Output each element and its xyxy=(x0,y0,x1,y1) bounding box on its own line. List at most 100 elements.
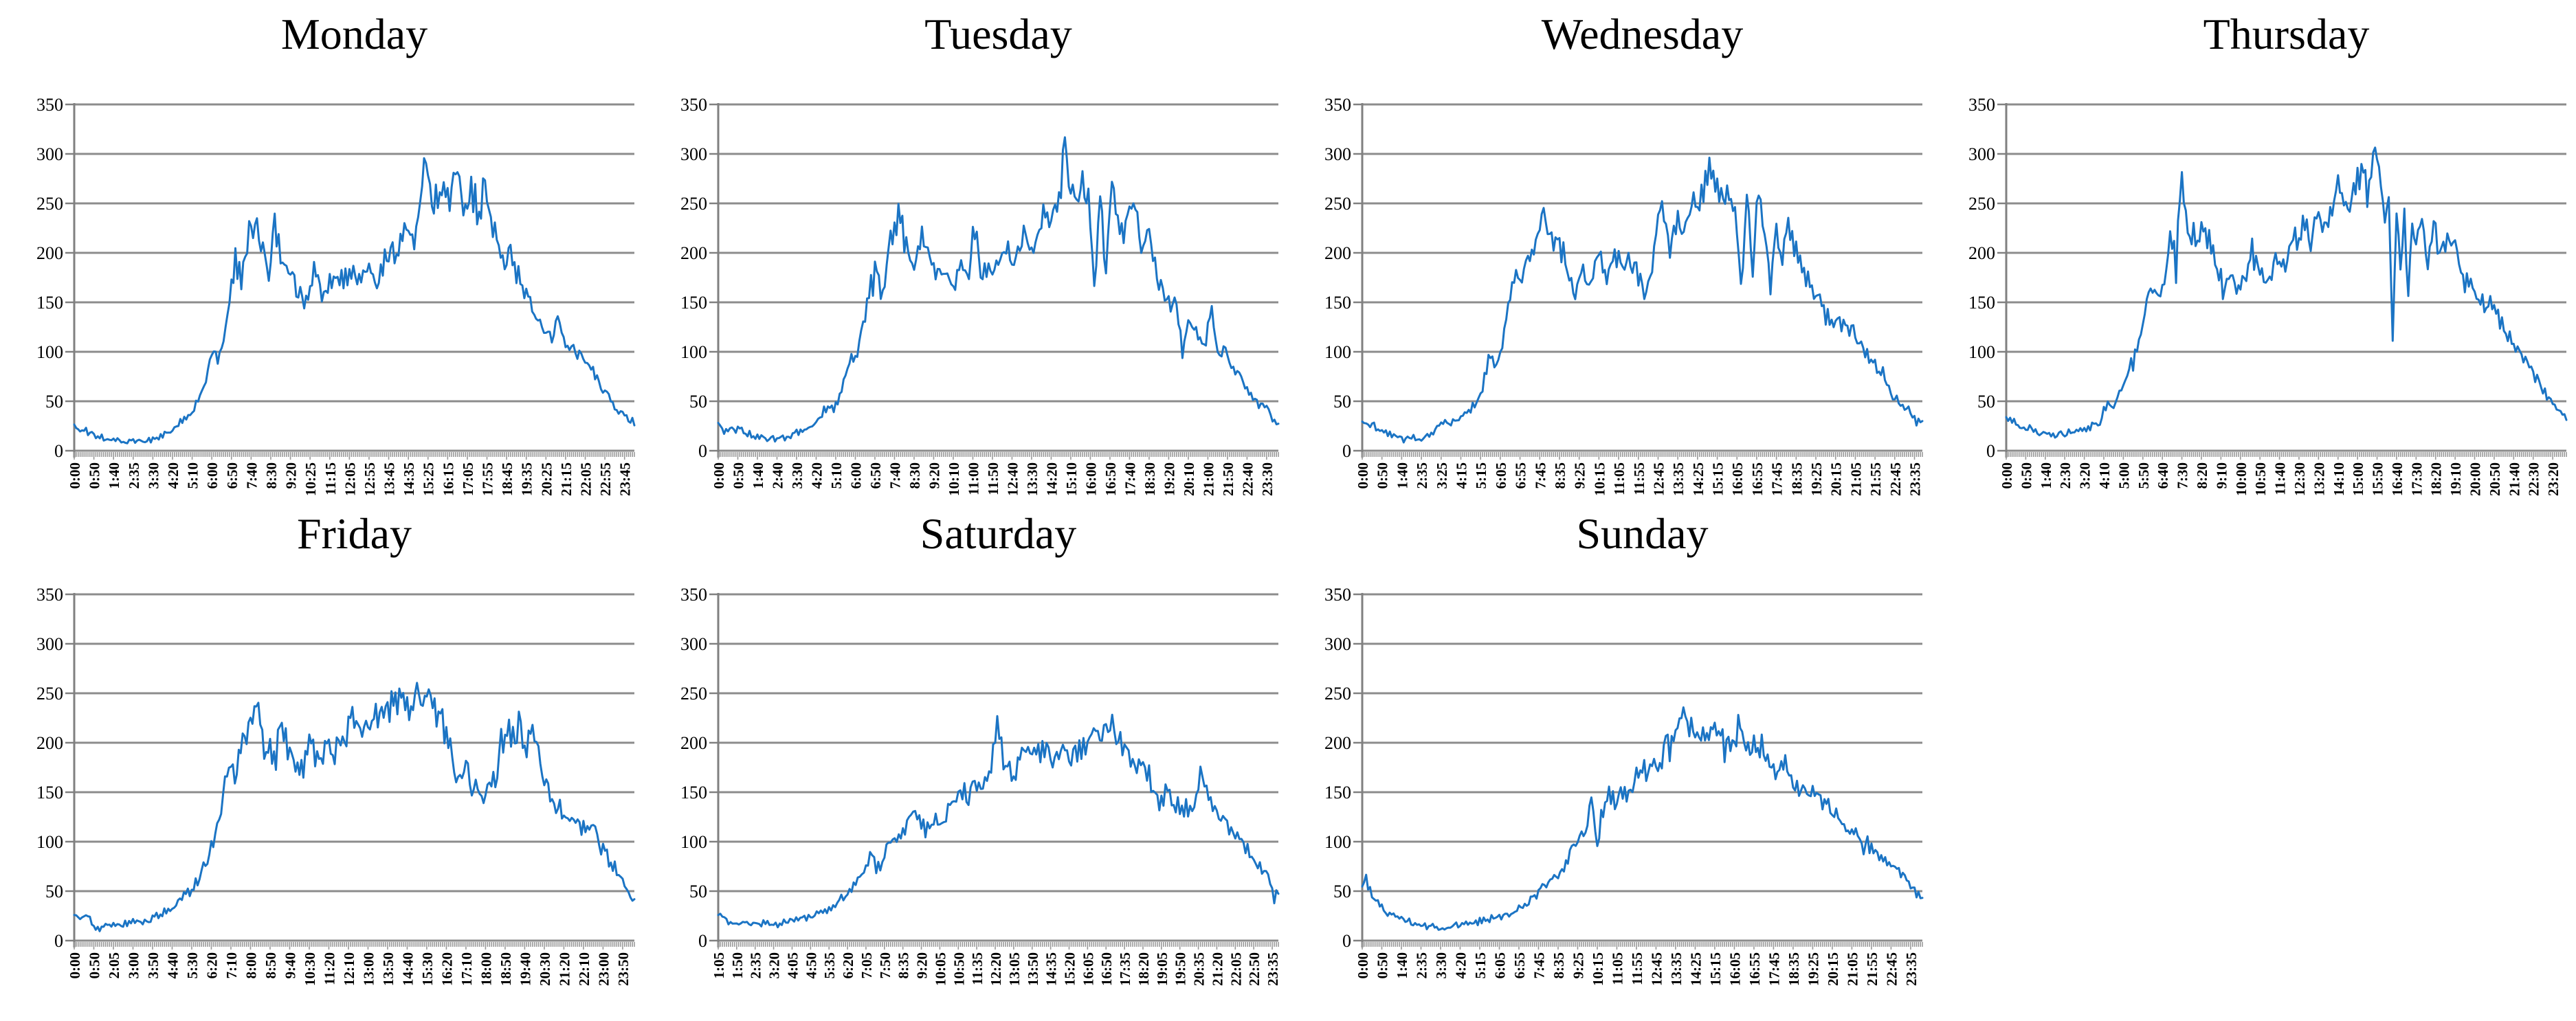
x-axis-label: 22:40 xyxy=(1239,462,1256,496)
x-axis-label: 12:45 xyxy=(1648,952,1665,986)
x-axis-label: 20:00 xyxy=(2467,462,2484,496)
x-axis-label: 8:00 xyxy=(243,952,259,979)
x-axis-label: 2:30 xyxy=(2057,462,2074,489)
x-axis-label: 23:35 xyxy=(1265,952,1281,986)
x-axis-label: 12:10 xyxy=(341,952,357,986)
x-axis-label: 18:30 xyxy=(1142,462,1158,496)
x-axis-label: 5:35 xyxy=(821,952,838,979)
x-axis-label: 22:50 xyxy=(1246,952,1263,986)
x-axis-label: 22:05 xyxy=(1228,952,1244,986)
x-axis-label: 15:15 xyxy=(1710,462,1726,496)
x-axis-label: 5:15 xyxy=(1473,462,1489,489)
x-axis-label: 6:40 xyxy=(2155,462,2171,489)
x-axis-label: 8:20 xyxy=(2194,462,2210,489)
x-axis-label: 9:25 xyxy=(1572,462,1588,489)
x-axis-label: 14:25 xyxy=(1690,462,1707,496)
x-axis-label: 4:20 xyxy=(1452,952,1469,979)
x-axis-label: 17:10 xyxy=(458,952,475,986)
x-axis-label: 4:20 xyxy=(165,462,181,489)
day-chart: Sunday 0 50 100 150 200 250 300 350 0:00 0:50 1:40… xyxy=(1288,510,1932,1021)
y-axis-label: 250 xyxy=(36,684,63,704)
x-axis-label: 13:45 xyxy=(381,462,398,496)
x-axis-label: 0:50 xyxy=(730,462,746,489)
y-axis-label: 0 xyxy=(698,441,707,461)
x-axis-label: 19:25 xyxy=(1805,952,1821,986)
x-axis-label: 20:10 xyxy=(1181,462,1197,496)
x-axis-label: 11:35 xyxy=(969,952,986,985)
x-axis-label: 4:40 xyxy=(164,952,181,979)
x-axis-label: 19:25 xyxy=(1808,462,1825,496)
y-axis-label: 0 xyxy=(698,931,707,951)
x-axis-label: 15:20 xyxy=(1061,952,1078,986)
x-axis-label: 6:05 xyxy=(1491,952,1508,979)
day-chart: Friday 0 50 100 150 200 250 300 350 0:00 0:50 2:05… xyxy=(0,510,644,1021)
chart-canvas: 0 50 100 150 200 250 300 350 0:00 0:50 1:40 2:40 3:3… xyxy=(680,95,1280,496)
x-axis-label: 8:35 xyxy=(1552,462,1568,489)
x-axis-label: 20:15 xyxy=(1828,462,1845,496)
chart-title: Saturday xyxy=(920,509,1077,558)
chart-canvas: 0 50 100 150 200 250 300 350 0:00 0:50 2:05 3:00 3:5… xyxy=(36,585,636,986)
x-axis-label: 3:30 xyxy=(1433,952,1450,979)
y-axis-label: 50 xyxy=(45,392,63,412)
x-axis-label: 3:30 xyxy=(145,462,162,489)
x-axis-label: 0:50 xyxy=(87,462,103,489)
data-series-line xyxy=(717,713,1280,929)
x-axis-label: 6:55 xyxy=(1513,462,1529,489)
x-axis-label: 13:00 xyxy=(360,952,377,986)
x-axis-label: 21:20 xyxy=(1209,952,1225,986)
x-axis-label: 0:00 xyxy=(67,952,83,979)
y-axis-label: 350 xyxy=(36,95,63,115)
x-axis-label: 19:50 xyxy=(1173,952,1189,986)
x-axis-label: 13:50 xyxy=(380,952,397,986)
x-axis-label: 10:00 xyxy=(2233,462,2250,496)
x-axis-label: 17:05 xyxy=(460,462,476,496)
chart-title: Thursday xyxy=(2203,10,2370,58)
x-axis-label: 20:15 xyxy=(1825,952,1841,986)
day-chart: Wednesday 0 50 100 150 200 250 300 350 0:00 0:50 1… xyxy=(1288,0,1932,510)
y-axis-label: 300 xyxy=(1324,634,1351,654)
x-axis-label: 14:25 xyxy=(1687,952,1704,986)
x-axis-label: 20:30 xyxy=(537,952,553,986)
x-axis-label: 16:55 xyxy=(1746,952,1763,986)
x-axis-label: 23:00 xyxy=(595,952,612,986)
x-axis-label: 2:40 xyxy=(769,462,786,489)
x-axis-label: 15:00 xyxy=(2350,462,2366,496)
x-axis-label: 11:05 xyxy=(1609,952,1625,985)
x-axis-label: 3:25 xyxy=(1434,462,1450,489)
x-axis-label: 11:00 xyxy=(965,462,981,495)
x-axis-label: 15:30 xyxy=(419,952,436,986)
x-axis-label: 11:20 xyxy=(321,952,337,985)
x-axis-label: 5:30 xyxy=(184,952,201,979)
x-axis-label: 4:10 xyxy=(2096,462,2113,489)
x-axis-label: 22:30 xyxy=(2526,462,2542,496)
x-axis-label: 2:35 xyxy=(1414,462,1430,489)
x-axis-label: 5:10 xyxy=(185,462,201,489)
day-chart: Monday 0 50 100 150 200 250 300 350 0:00 0:50 1:40… xyxy=(0,0,644,510)
y-axis-label: 200 xyxy=(1968,243,1995,263)
x-axis-label: 17:35 xyxy=(1117,952,1133,986)
y-axis-label: 350 xyxy=(680,585,707,605)
chart-canvas: 0 50 100 150 200 250 300 350 0:00 0:50 1:40 2:35 3:3… xyxy=(1324,585,1924,986)
x-axis-label: 5:10 xyxy=(828,462,845,489)
x-axis-label: 10:50 xyxy=(2252,462,2269,496)
x-axis-label: 6:00 xyxy=(847,462,864,489)
x-axis-label: 1:50 xyxy=(729,952,746,979)
x-axis-label: 22:45 xyxy=(1887,462,1904,496)
data-series-line xyxy=(717,136,1280,443)
y-axis-label: 300 xyxy=(36,634,63,654)
x-axis-label: 2:05 xyxy=(106,952,122,979)
y-axis-label: 250 xyxy=(1324,684,1351,704)
day-chart: Saturday 0 50 100 150 200 250 300 350 1:05 1:50 2:… xyxy=(644,510,1288,1021)
x-axis-label: 7:45 xyxy=(1531,952,1547,979)
x-axis-label: 5:15 xyxy=(1472,952,1489,979)
x-axis-label: 20:25 xyxy=(538,462,555,496)
x-axis-label: 0:50 xyxy=(86,952,102,979)
x-axis-label: 6:50 xyxy=(867,462,884,489)
x-axis-label: 7:45 xyxy=(1532,462,1548,489)
x-axis-label: 16:50 xyxy=(1098,952,1115,986)
x-axis-label: 17:30 xyxy=(2408,462,2425,496)
x-axis-label: 9:25 xyxy=(1570,952,1586,979)
y-axis-label: 100 xyxy=(680,832,707,852)
x-axis-label: 17:45 xyxy=(1769,462,1786,496)
